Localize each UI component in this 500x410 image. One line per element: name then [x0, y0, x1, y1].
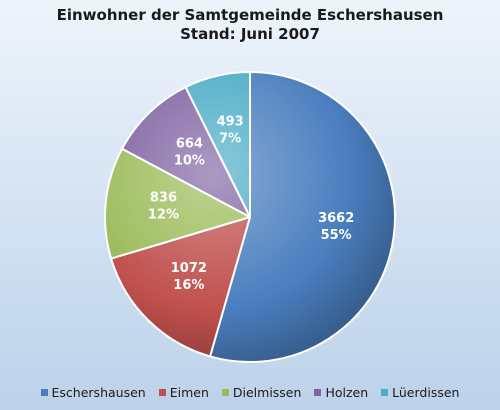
data-label-value: 836: [150, 190, 177, 205]
data-label-percent: 12%: [148, 207, 179, 222]
chart-title: Einwohner der Samtgemeinde Eschershausen…: [0, 6, 500, 44]
legend-entry-dielmissen: Dielmissen: [221, 385, 302, 400]
pie-slice-eschershausen: [209, 71, 396, 363]
data-label-percent: 7%: [219, 131, 241, 146]
legend-label: Lüerdissen: [392, 385, 460, 400]
legend-label: Eschershausen: [51, 385, 146, 400]
legend-swatch: [221, 389, 229, 396]
pie-slice-eimen: [110, 216, 251, 358]
data-label-holzen: 664 10%: [174, 137, 205, 169]
data-label-lueerdissen: 493 7%: [217, 114, 244, 146]
data-label-value: 664: [176, 137, 203, 152]
legend-label: Eimen: [169, 385, 209, 400]
pie-slice-lueerdissen: [184, 71, 251, 218]
legend-entry-holzen: Holzen: [314, 385, 368, 400]
data-label-value: 1072: [171, 261, 207, 276]
legend-swatch: [381, 389, 389, 396]
pie-slices: [104, 71, 396, 363]
legend-swatch: [40, 389, 48, 396]
data-label-eschershausen: 3662 55%: [318, 211, 354, 243]
pie-data-labels: 3662 55%1072 16%836 12%664 10%493 7%: [148, 114, 354, 293]
legend-label: Holzen: [325, 385, 369, 400]
data-label-eimen: 1072 16%: [171, 261, 207, 293]
data-label-value: 3662: [318, 211, 354, 226]
legend-entry-eimen: Eimen: [158, 385, 209, 400]
legend-swatch: [158, 389, 166, 396]
chart-legend: Eschershausen Eimen Dielmissen Holzen Lüerdi…: [0, 385, 500, 400]
legend-swatch: [314, 389, 322, 396]
chart-title-line-2: Stand: Juni 2007: [180, 25, 320, 43]
pie-slice-dielmissen: [104, 147, 251, 260]
pie-slice-holzen: [121, 86, 251, 218]
data-label-value: 493: [217, 114, 244, 129]
data-label-percent: 10%: [174, 154, 205, 169]
data-label-percent: 55%: [321, 228, 352, 243]
pie-chart: 3662 55%1072 16%836 12%664 10%493 7%: [104, 71, 396, 363]
legend-entry-eschershausen: Eschershausen: [40, 385, 146, 400]
data-label-dielmissen: 836 12%: [148, 190, 179, 222]
legend-label: Dielmissen: [232, 385, 302, 400]
legend-entry-lueerdissen: Lüerdissen: [381, 385, 459, 400]
chart-title-line-1: Einwohner der Samtgemeinde Eschershausen: [56, 6, 444, 24]
data-label-percent: 16%: [173, 278, 204, 293]
